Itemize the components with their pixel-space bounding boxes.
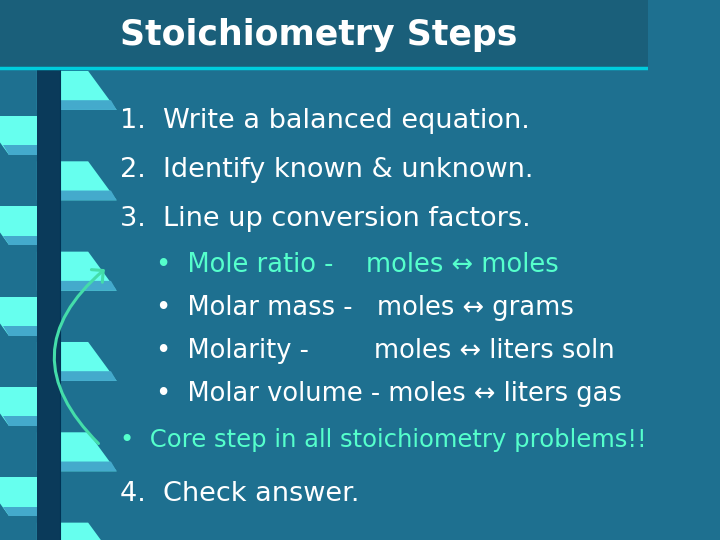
Polygon shape bbox=[37, 371, 117, 381]
Text: •  Molar volume - moles ↔ liters gas: • Molar volume - moles ↔ liters gas bbox=[156, 381, 621, 407]
Polygon shape bbox=[37, 281, 117, 291]
Text: •  Mole ratio -    moles ↔ moles: • Mole ratio - moles ↔ moles bbox=[156, 252, 558, 278]
FancyArrowPatch shape bbox=[54, 269, 103, 443]
Polygon shape bbox=[4, 145, 60, 155]
Text: Stoichiometry Steps: Stoichiometry Steps bbox=[120, 18, 517, 52]
Polygon shape bbox=[0, 477, 60, 516]
Polygon shape bbox=[37, 161, 117, 200]
Polygon shape bbox=[37, 523, 117, 540]
Text: 3.  Line up conversion factors.: 3. Line up conversion factors. bbox=[120, 206, 531, 232]
Polygon shape bbox=[37, 0, 117, 19]
Polygon shape bbox=[37, 71, 117, 110]
Polygon shape bbox=[4, 55, 60, 65]
Polygon shape bbox=[0, 26, 60, 65]
Polygon shape bbox=[0, 297, 60, 336]
Polygon shape bbox=[4, 235, 60, 246]
Polygon shape bbox=[37, 342, 117, 381]
Polygon shape bbox=[4, 326, 60, 336]
Text: •  Molarity -        moles ↔ liters soln: • Molarity - moles ↔ liters soln bbox=[156, 338, 614, 364]
FancyBboxPatch shape bbox=[0, 0, 648, 68]
Polygon shape bbox=[37, 252, 117, 291]
Polygon shape bbox=[0, 206, 60, 246]
Text: 2.  Identify known & unknown.: 2. Identify known & unknown. bbox=[120, 157, 534, 183]
Text: •  Molar mass -   moles ↔ grams: • Molar mass - moles ↔ grams bbox=[156, 295, 573, 321]
Polygon shape bbox=[4, 416, 60, 426]
Polygon shape bbox=[0, 387, 60, 426]
Polygon shape bbox=[0, 116, 60, 155]
Polygon shape bbox=[37, 191, 117, 200]
Polygon shape bbox=[37, 10, 117, 19]
Polygon shape bbox=[37, 433, 117, 471]
FancyBboxPatch shape bbox=[37, 0, 60, 540]
Polygon shape bbox=[4, 507, 60, 516]
Polygon shape bbox=[37, 100, 117, 110]
Polygon shape bbox=[37, 462, 117, 471]
Text: •  Core step in all stoichiometry problems!!: • Core step in all stoichiometry problem… bbox=[120, 428, 647, 452]
Text: 4.  Check answer.: 4. Check answer. bbox=[120, 481, 359, 507]
Text: 1.  Write a balanced equation.: 1. Write a balanced equation. bbox=[120, 109, 530, 134]
